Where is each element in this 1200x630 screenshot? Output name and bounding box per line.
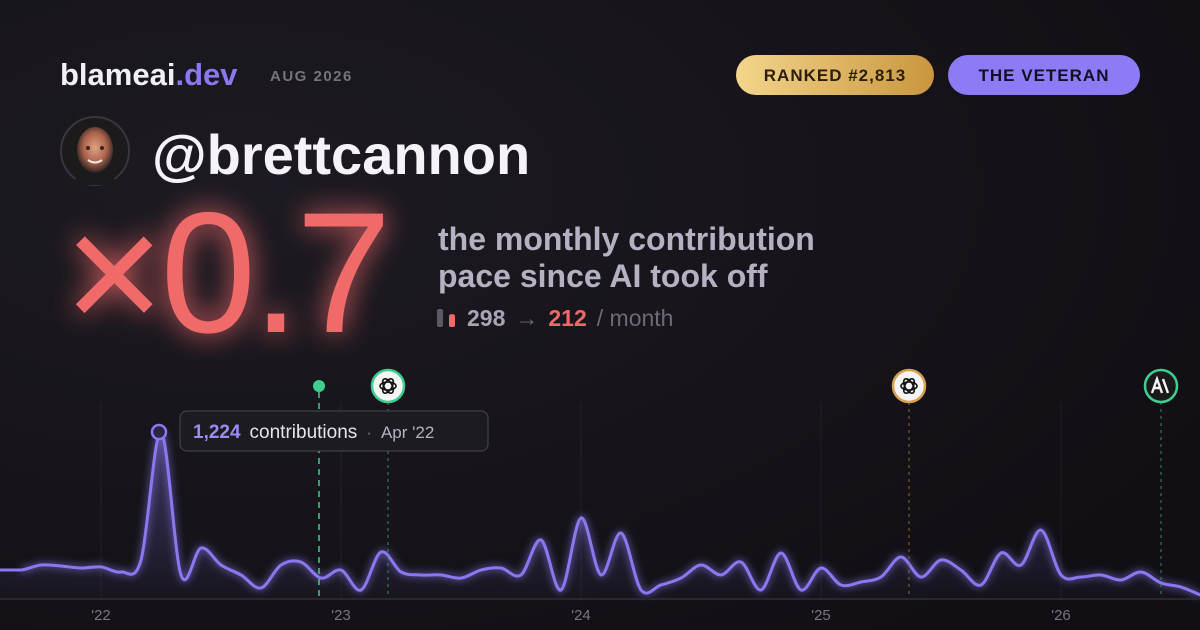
line-edge bbox=[0, 568, 1200, 597]
rank-badge-bg bbox=[736, 55, 934, 95]
after-bar bbox=[449, 314, 455, 327]
avatar bbox=[60, 116, 130, 186]
brand: blameai.dev bbox=[60, 57, 238, 92]
chart: '22 '23 '24 '25 '26 bbox=[0, 402, 1200, 624]
before-bar bbox=[437, 309, 443, 327]
tooltip-separator: · bbox=[366, 423, 372, 442]
tooltip-box bbox=[179, 410, 489, 452]
x-tick-label: '22 bbox=[91, 607, 111, 624]
date: AUG 2026 bbox=[270, 68, 353, 85]
brand-name: blameai bbox=[60, 57, 175, 92]
arrow: → bbox=[515, 305, 538, 331]
tooltip-value: 1,224 bbox=[193, 422, 241, 443]
multiplier: ×0.7 bbox=[64, 177, 388, 369]
event-dot bbox=[313, 380, 325, 392]
tooltip-text: 1,224 contributions · Apr '22 bbox=[193, 422, 434, 443]
line bbox=[20, 430, 1200, 597]
event-markers bbox=[313, 368, 1179, 598]
description-line: pace since AI took off bbox=[438, 258, 768, 294]
stats-icon bbox=[437, 309, 455, 327]
tooltip-date: Apr '22 bbox=[381, 423, 434, 442]
tooltip: 1,224 contributions · Apr '22 bbox=[150, 410, 489, 452]
x-tick-label: '24 bbox=[571, 607, 591, 624]
openai-icon bbox=[370, 368, 406, 404]
brand-suffix: .dev bbox=[175, 57, 238, 92]
before: 298 bbox=[467, 305, 506, 331]
x-tick-label: '25 bbox=[811, 607, 831, 624]
title-badge-bg bbox=[948, 55, 1140, 95]
peak-marker bbox=[150, 423, 168, 441]
handle: @brettcannon bbox=[152, 123, 530, 186]
stats: 298 → 212 / month bbox=[467, 305, 673, 331]
title-badge: THE VETERAN bbox=[979, 66, 1110, 85]
tooltip-label: contributions bbox=[250, 422, 358, 443]
x-tick-label: '23 bbox=[331, 607, 351, 624]
description-line: the monthly contribution bbox=[438, 221, 815, 257]
area bbox=[0, 431, 1200, 598]
openai-icon bbox=[891, 368, 927, 404]
unit: / month bbox=[597, 305, 674, 331]
x-tick-label: '26 bbox=[1051, 607, 1071, 624]
after: 212 bbox=[548, 305, 586, 331]
rank-badge: RANKED #2,813 bbox=[764, 66, 906, 85]
anthropic-icon bbox=[1143, 368, 1179, 404]
